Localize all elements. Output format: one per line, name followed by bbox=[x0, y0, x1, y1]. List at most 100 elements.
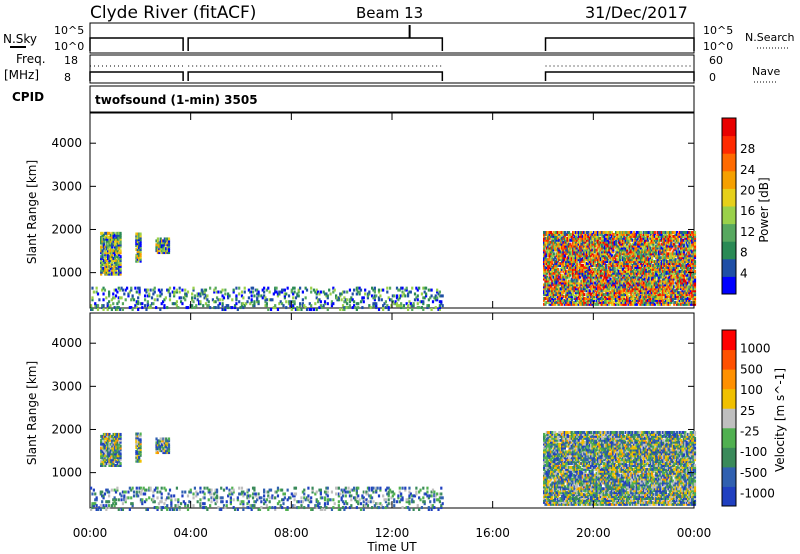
range-cell bbox=[115, 272, 118, 276]
range-cell bbox=[543, 248, 546, 252]
range-cell bbox=[556, 271, 560, 275]
range-cell bbox=[592, 260, 596, 264]
range-cell bbox=[282, 304, 285, 308]
range-cell bbox=[548, 244, 551, 248]
range-cell bbox=[551, 254, 554, 258]
range-cell bbox=[116, 237, 119, 241]
range-cell bbox=[608, 254, 611, 258]
range-cell bbox=[599, 244, 602, 248]
range-cell bbox=[573, 254, 576, 258]
range-cell bbox=[139, 249, 142, 253]
range-cell bbox=[543, 242, 546, 246]
range-cell bbox=[166, 306, 169, 310]
range-cell bbox=[583, 254, 586, 258]
range-cell bbox=[549, 283, 553, 287]
range-cell bbox=[139, 432, 142, 436]
range-cell bbox=[621, 295, 625, 299]
range-cell bbox=[626, 296, 629, 300]
range-cell bbox=[631, 279, 634, 283]
range-cell bbox=[638, 275, 641, 279]
range-cell bbox=[588, 265, 591, 269]
range-cell bbox=[635, 279, 638, 283]
range-cell bbox=[386, 290, 389, 294]
range-cell bbox=[595, 279, 598, 283]
range-cell bbox=[637, 300, 640, 304]
range-cell bbox=[595, 236, 598, 240]
range-cell bbox=[574, 256, 578, 260]
range-cell bbox=[606, 263, 609, 267]
range-cell bbox=[565, 275, 568, 279]
range-cell bbox=[619, 291, 622, 295]
freq-unit: [MHz] bbox=[4, 68, 39, 82]
range-cell bbox=[613, 269, 616, 273]
range-cell bbox=[599, 260, 602, 264]
range-cell bbox=[153, 286, 156, 290]
y-tick-label: 2000 bbox=[51, 222, 82, 236]
range-cell bbox=[630, 256, 633, 260]
range-cell bbox=[596, 252, 600, 256]
range-cell bbox=[581, 273, 584, 277]
range-cell bbox=[544, 279, 547, 283]
range-cell bbox=[616, 287, 619, 291]
range-cell bbox=[583, 281, 586, 285]
range-cell bbox=[601, 250, 604, 254]
range-cell bbox=[621, 258, 625, 262]
range-cell bbox=[560, 262, 564, 266]
range-cell bbox=[105, 268, 108, 272]
range-cell bbox=[624, 265, 627, 269]
range-cell bbox=[596, 302, 600, 306]
range-cell bbox=[574, 291, 578, 295]
range-cell bbox=[621, 271, 625, 275]
range-cell bbox=[598, 232, 601, 236]
range-cell bbox=[559, 296, 562, 300]
range-cell bbox=[613, 232, 616, 236]
range-cell bbox=[624, 267, 627, 271]
range-cell bbox=[310, 290, 313, 294]
range-cell bbox=[111, 262, 114, 266]
range-cell bbox=[558, 252, 561, 256]
range-cell bbox=[601, 258, 604, 262]
range-cell bbox=[578, 250, 582, 254]
range-cell bbox=[576, 275, 579, 279]
range-cell bbox=[554, 283, 557, 287]
range-cell bbox=[626, 250, 629, 254]
range-cell bbox=[543, 236, 546, 240]
range-cell bbox=[548, 285, 551, 289]
range-cell bbox=[569, 296, 572, 300]
range-cell bbox=[552, 295, 555, 299]
range-cell bbox=[596, 285, 600, 289]
range-cell bbox=[545, 300, 548, 304]
range-cell bbox=[581, 252, 584, 256]
range-cell bbox=[620, 265, 623, 269]
range-cell bbox=[576, 285, 579, 289]
range-cell bbox=[598, 246, 601, 250]
range-cell bbox=[609, 291, 612, 295]
range-cell bbox=[637, 283, 640, 287]
range-cell bbox=[139, 257, 142, 261]
range-cell bbox=[590, 234, 593, 238]
range-cell bbox=[602, 295, 605, 299]
range-cell bbox=[632, 265, 636, 269]
range-cell bbox=[609, 240, 612, 244]
range-cell bbox=[620, 246, 623, 250]
range-cell bbox=[592, 273, 596, 277]
range-cell bbox=[578, 240, 582, 244]
range-cell bbox=[559, 246, 562, 250]
range-cell bbox=[580, 248, 583, 252]
range-cell bbox=[585, 262, 589, 266]
range-cell bbox=[609, 252, 612, 256]
range-cell bbox=[628, 250, 632, 254]
range-cell bbox=[605, 281, 608, 285]
range-cell bbox=[570, 250, 573, 254]
range-cell bbox=[559, 234, 562, 238]
range-cell bbox=[159, 247, 162, 251]
range-cell bbox=[551, 291, 554, 295]
range-cell bbox=[146, 288, 149, 292]
range-cell bbox=[116, 233, 119, 237]
range-cell bbox=[580, 234, 583, 238]
range-cell bbox=[250, 294, 253, 298]
range-cell bbox=[543, 271, 546, 275]
range-cell bbox=[105, 235, 108, 239]
range-cell bbox=[558, 281, 561, 285]
range-cell bbox=[160, 245, 164, 249]
